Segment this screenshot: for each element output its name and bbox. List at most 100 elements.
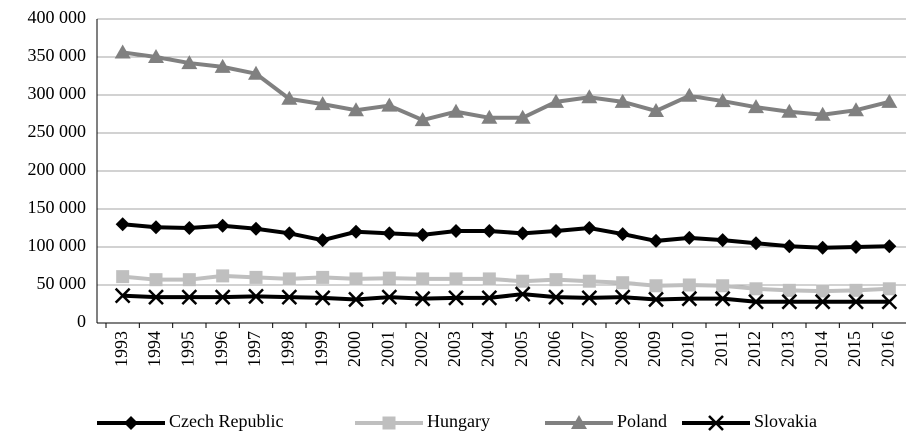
data-point: [582, 274, 596, 288]
data-point: [549, 273, 563, 287]
data-point: [114, 44, 131, 59]
data-point: [216, 269, 230, 283]
y-tick-label: 200 000: [28, 159, 87, 179]
data-point: [816, 284, 830, 298]
x-tick-label: 1994: [144, 331, 164, 367]
legend-label: Hungary: [427, 411, 490, 431]
data-point: [116, 270, 130, 284]
data-point: [681, 290, 698, 307]
legend-label: Slovakia: [754, 411, 817, 431]
x-tick-label: 1999: [311, 331, 331, 367]
series-line: [122, 292, 890, 304]
data-point: [416, 272, 430, 286]
data-point: [348, 102, 364, 117]
x-tick-label: 1995: [177, 331, 197, 367]
data-point: [215, 218, 230, 233]
data-point: [214, 58, 231, 73]
y-tick-label: 150 000: [28, 197, 87, 217]
data-point: [114, 287, 131, 304]
data-point: [181, 289, 198, 306]
data-point: [282, 226, 297, 241]
data-point: [282, 272, 296, 286]
data-point: [814, 106, 831, 121]
data-point: [881, 93, 898, 108]
data-point: [348, 291, 364, 308]
data-point: [481, 290, 498, 306]
data-point: [616, 276, 630, 290]
x-tick-label: 2004: [477, 331, 497, 367]
data-point: [749, 236, 763, 251]
data-point: [815, 240, 830, 255]
x-tick-label: 2005: [511, 331, 531, 367]
data-point: [281, 90, 298, 105]
y-tick-label: 300 000: [28, 83, 87, 103]
data-point: [549, 224, 563, 239]
x-tick-label: 2014: [811, 331, 831, 367]
data-point: [281, 289, 298, 306]
x-tick-label: 2001: [377, 331, 397, 367]
data-point: [648, 291, 664, 308]
data-point: [382, 226, 397, 241]
data-point: [882, 282, 896, 296]
data-point: [514, 286, 531, 303]
data-point: [415, 227, 430, 242]
data-point: [781, 103, 798, 118]
data-point: [249, 221, 263, 236]
data-point: [214, 289, 231, 306]
data-point: [849, 283, 863, 297]
x-tick-label: 2008: [611, 331, 631, 367]
x-tick-label: 2007: [577, 331, 597, 367]
x-tick-label: 1993: [111, 331, 131, 367]
x-tick-label: 2015: [844, 331, 864, 367]
series-line: [122, 222, 890, 250]
data-point: [149, 220, 163, 235]
data-point: [682, 230, 697, 245]
data-point: [448, 290, 464, 306]
data-point: [848, 293, 864, 310]
data-point: [649, 233, 663, 248]
data-point: [381, 97, 398, 112]
legend-marker: [124, 416, 138, 430]
data-point: [248, 65, 264, 80]
x-tick-label: 1998: [277, 331, 297, 367]
data-point: [148, 289, 164, 306]
data-point: [749, 282, 763, 296]
data-point: [648, 102, 664, 117]
data-point: [881, 293, 898, 310]
legend-marker: [708, 415, 724, 431]
legend-marker: [571, 415, 587, 429]
data-point: [414, 290, 431, 307]
data-point: [314, 96, 331, 111]
data-point: [248, 288, 264, 305]
data-point: [148, 49, 164, 63]
legend-marker: [382, 416, 396, 430]
data-point: [781, 293, 798, 310]
data-point: [149, 273, 163, 287]
data-point: [848, 102, 864, 117]
data-point: [182, 273, 196, 287]
x-tick-label: 2010: [677, 331, 697, 367]
x-tick-label: 1997: [244, 331, 264, 367]
data-point: [682, 278, 696, 292]
data-point: [515, 226, 530, 241]
series-line: [122, 273, 890, 294]
legend-label: Czech Republic: [169, 411, 283, 431]
data-point: [514, 109, 531, 124]
data-point: [814, 293, 831, 310]
data-point: [581, 89, 598, 104]
data-point: [382, 271, 396, 285]
data-point: [349, 272, 363, 286]
x-tick-label: 2002: [411, 331, 431, 367]
y-tick-label: 0: [77, 311, 86, 331]
x-tick-label: 2013: [777, 331, 797, 367]
data-point: [715, 233, 730, 248]
x-tick-label: 2011: [711, 331, 731, 366]
y-tick-label: 50 000: [37, 273, 87, 293]
data-point: [449, 224, 463, 239]
y-tick-label: 400 000: [28, 7, 87, 27]
data-point: [614, 93, 631, 108]
data-point: [548, 289, 564, 306]
data-point: [349, 224, 363, 239]
